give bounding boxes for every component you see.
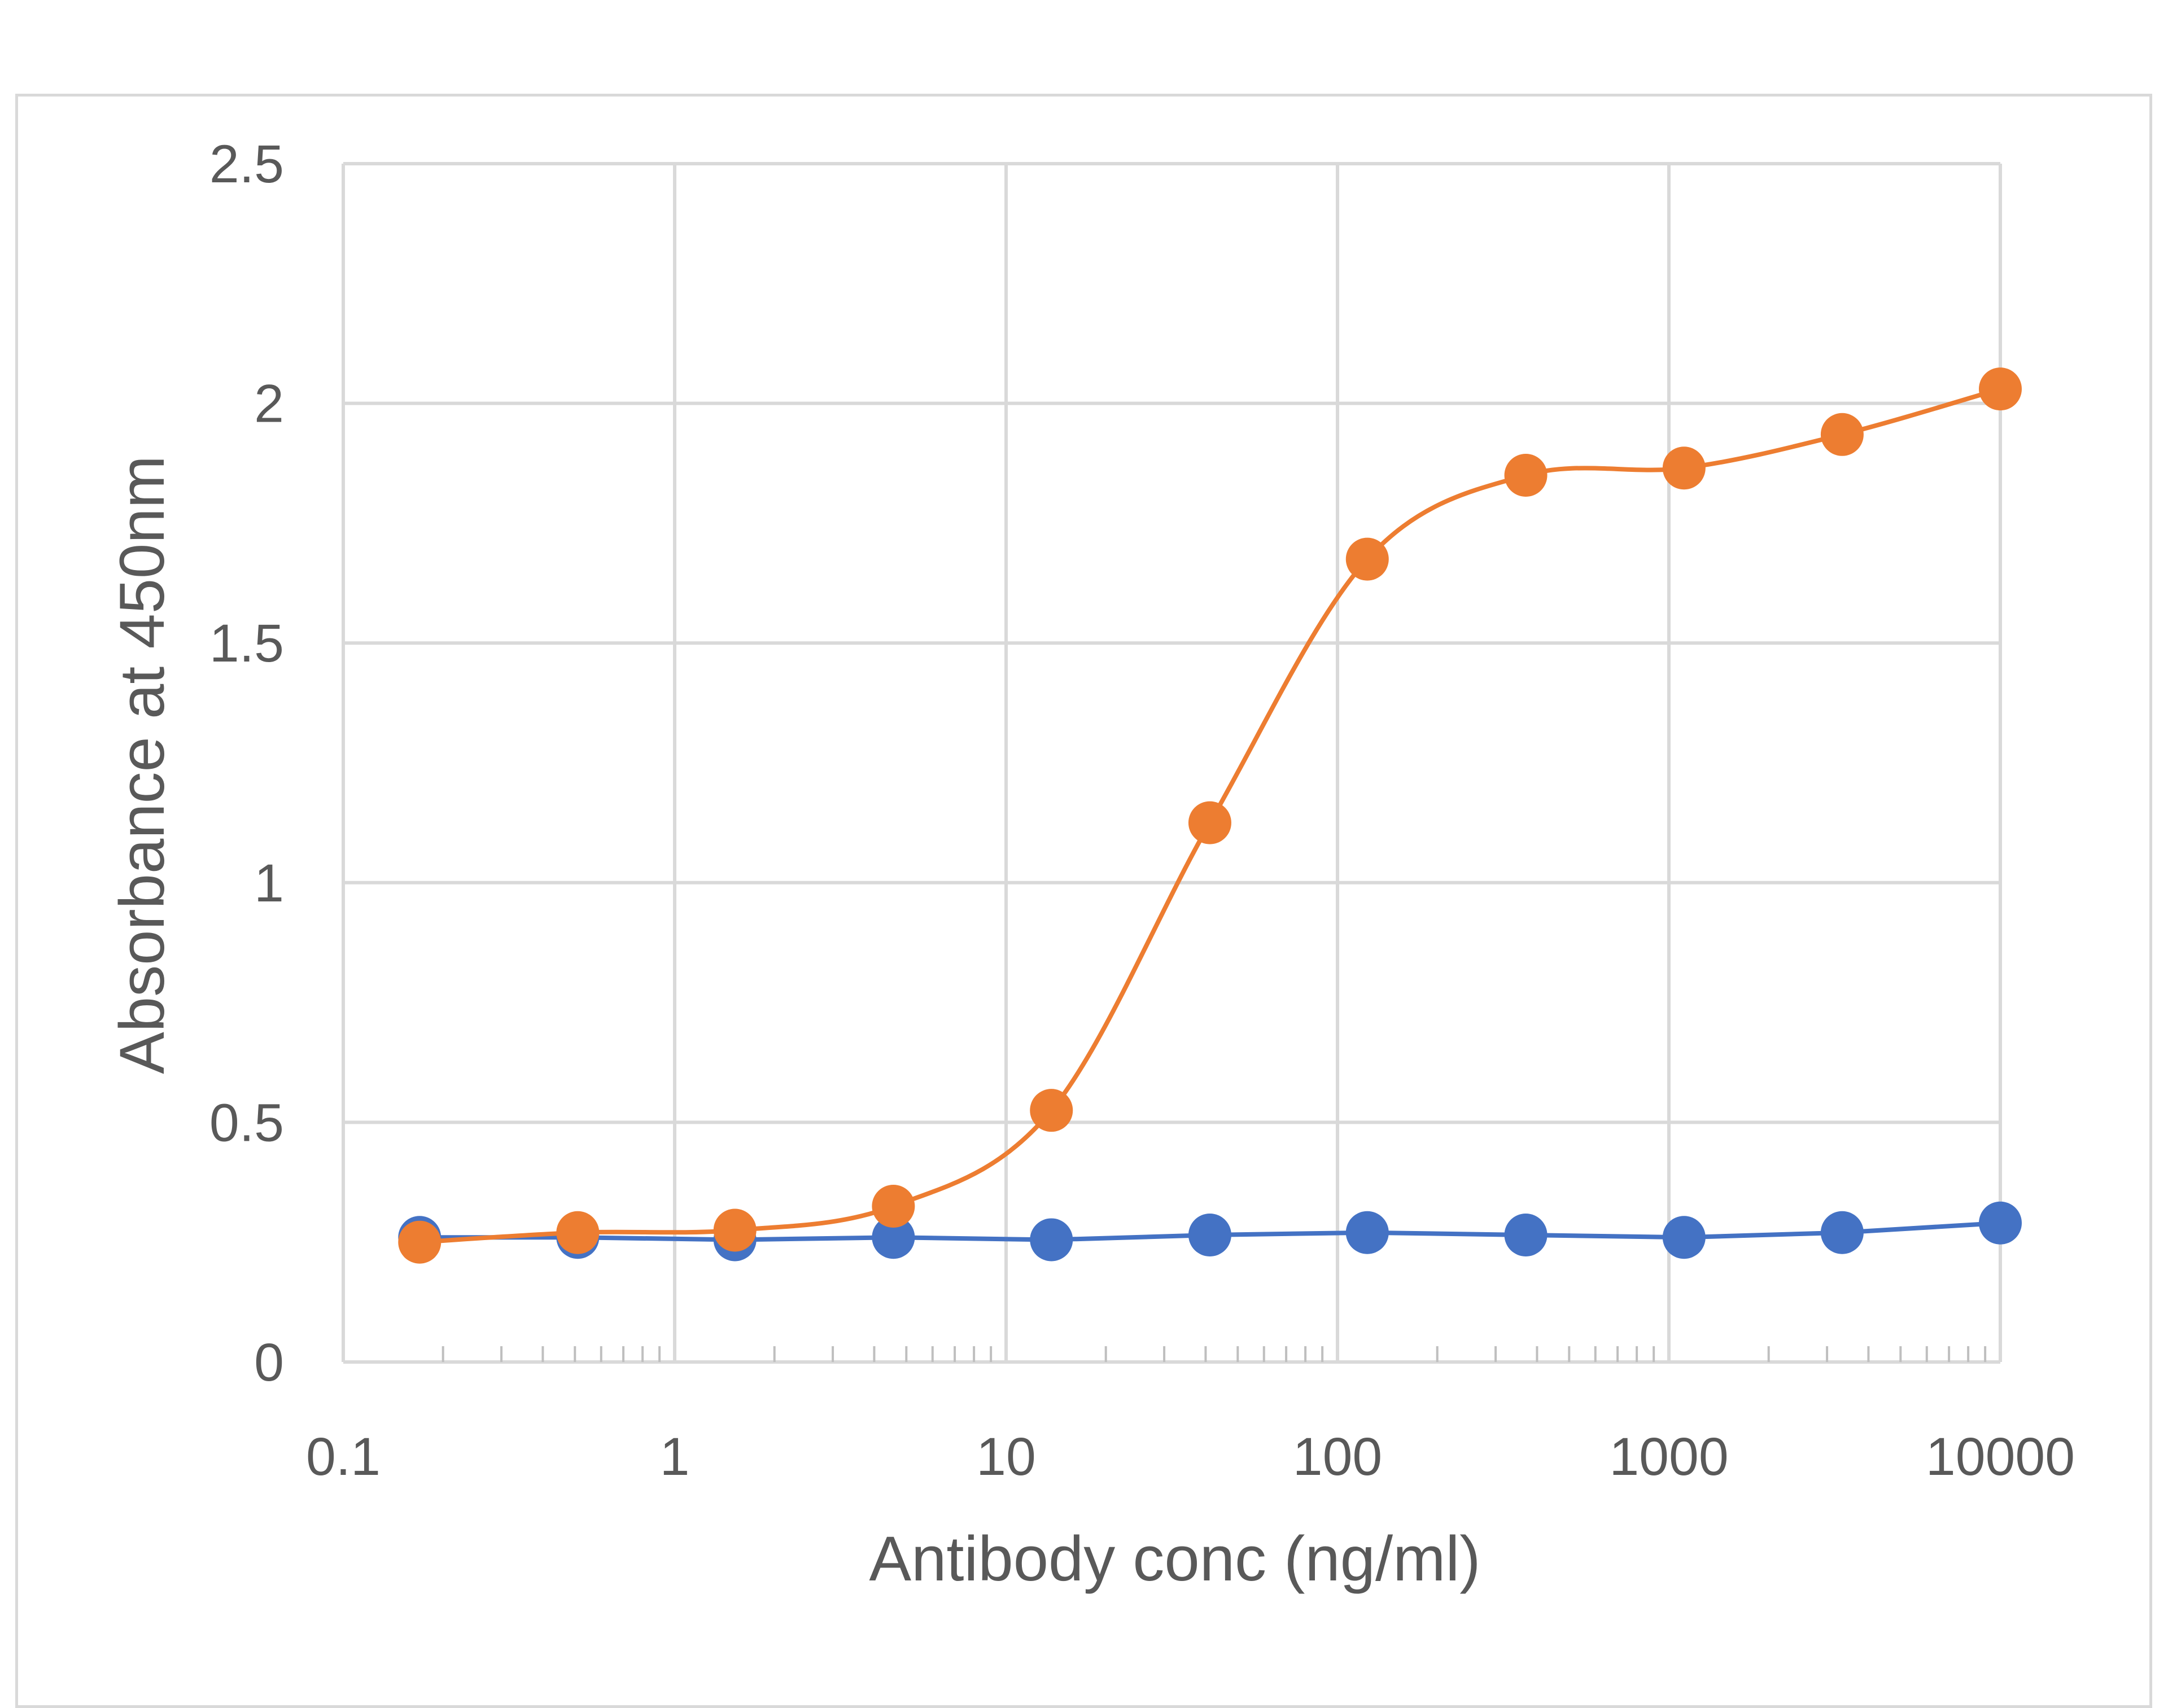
series-2-point bbox=[1504, 453, 1548, 497]
x-tick-label: 0.1 bbox=[306, 1427, 381, 1487]
series-2-point bbox=[1345, 537, 1389, 581]
y-tick-labels: 0 0.5 1 1.5 2 2.5 bbox=[209, 134, 284, 1392]
y-tick-label: 0.5 bbox=[209, 1093, 284, 1153]
x-tick-label: 10000 bbox=[1926, 1427, 2075, 1487]
series-2-point bbox=[713, 1208, 757, 1252]
x-tick-label: 10 bbox=[976, 1427, 1036, 1487]
y-axis-title: Absorbance at 450nm bbox=[107, 456, 177, 1074]
chart-area bbox=[15, 94, 2152, 1708]
series-2 bbox=[398, 367, 2022, 1264]
y-tick-label: 2 bbox=[254, 374, 284, 434]
series-2-point bbox=[872, 1185, 915, 1228]
series-2-point bbox=[1979, 367, 2022, 411]
minor-ticks bbox=[442, 1346, 1987, 1362]
y-tick-label: 2.5 bbox=[209, 134, 284, 194]
series-1-point bbox=[872, 1216, 915, 1259]
x-tick-labels: 0.1 1 10 100 1000 10000 bbox=[306, 1427, 2075, 1487]
series-1-point bbox=[1188, 1213, 1231, 1256]
series-1-point bbox=[1662, 1216, 1706, 1259]
series-1-point bbox=[1979, 1201, 2022, 1245]
y-tick-label: 1 bbox=[254, 853, 284, 913]
series-2-point bbox=[1188, 801, 1231, 844]
series-2-point bbox=[1662, 446, 1706, 490]
x-tick-label: 1 bbox=[660, 1427, 690, 1487]
x-axis-title: Antibody conc (ng/ml) bbox=[869, 1523, 1480, 1594]
series-2-point bbox=[556, 1211, 600, 1254]
series-1-point bbox=[1030, 1218, 1073, 1262]
series-2-point bbox=[398, 1220, 442, 1264]
y-tick-label: 0 bbox=[254, 1333, 284, 1392]
series-2-point bbox=[1820, 413, 1864, 456]
series-1-point bbox=[1820, 1211, 1864, 1254]
series-1-point bbox=[1504, 1213, 1548, 1256]
series-group bbox=[398, 367, 2022, 1264]
x-tick-label: 1000 bbox=[1609, 1427, 1728, 1487]
series-1-point bbox=[1345, 1211, 1389, 1254]
gridlines bbox=[342, 162, 2002, 1364]
y-tick-label: 1.5 bbox=[209, 614, 284, 673]
series-2-point bbox=[1030, 1089, 1073, 1132]
x-tick-label: 100 bbox=[1293, 1427, 1383, 1487]
